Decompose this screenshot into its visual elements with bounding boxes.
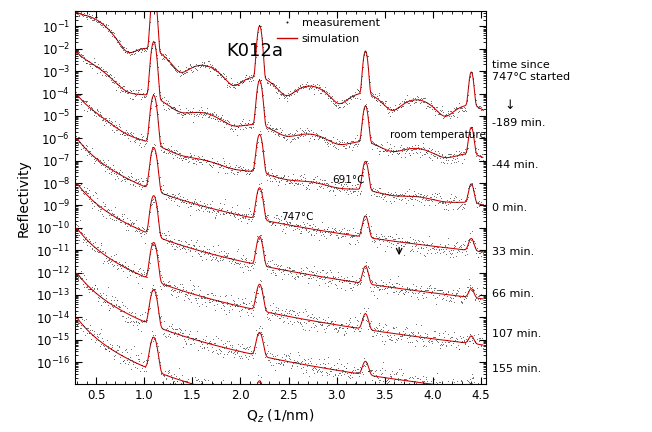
Legend: measurement, simulation: measurement, simulation [277, 18, 379, 44]
Y-axis label: Reflectivity: Reflectivity [16, 159, 31, 236]
Text: -44 min.: -44 min. [492, 160, 539, 170]
X-axis label: Q$_z$ (1/nm): Q$_z$ (1/nm) [246, 408, 314, 425]
Text: room temperature: room temperature [389, 130, 486, 140]
Text: -189 min.: -189 min. [492, 118, 546, 128]
Text: 66 min.: 66 min. [492, 289, 535, 299]
Text: 155 min.: 155 min. [492, 364, 542, 374]
Text: 691°C: 691°C [332, 175, 364, 185]
Text: 747°C: 747°C [281, 212, 314, 222]
Text: 107 min.: 107 min. [492, 329, 542, 339]
Text: 0 min.: 0 min. [492, 203, 527, 213]
Text: 33 min.: 33 min. [492, 248, 535, 257]
Text: time since
747°C started: time since 747°C started [492, 60, 570, 83]
Text: K012a: K012a [226, 41, 284, 60]
Text: ↓: ↓ [505, 99, 515, 112]
